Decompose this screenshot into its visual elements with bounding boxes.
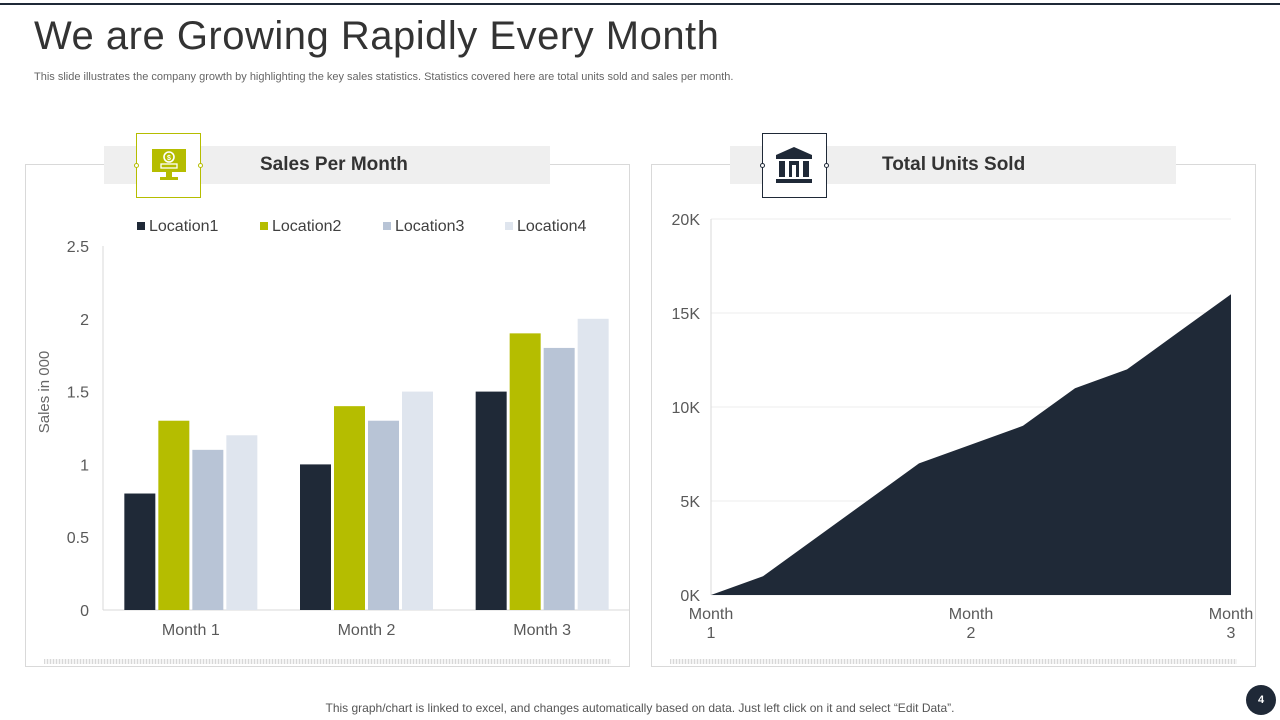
bar-location3-2	[368, 420, 399, 610]
bar-location2-3	[509, 333, 541, 610]
svg-text:$: $	[167, 155, 171, 162]
x-tick-label: Month 2	[338, 622, 396, 639]
y-tick-label: 2.5	[67, 239, 89, 256]
page-subtitle: This slide illustrates the company growt…	[34, 71, 734, 83]
bar-location1-2	[300, 464, 331, 610]
x-tick-label: Month 3	[1209, 606, 1253, 642]
y-tick-label: 15K	[672, 306, 701, 323]
top-rule	[0, 3, 1280, 5]
bar-location3-1	[192, 449, 224, 610]
y-tick-label: 20K	[672, 212, 701, 229]
page-number-badge: 4	[1246, 685, 1276, 715]
x-tick-label: Month 1	[689, 606, 733, 642]
page-title: We are Growing Rapidly Every Month	[34, 14, 720, 58]
units-icon-box	[760, 133, 829, 198]
connector-dot	[198, 163, 203, 168]
legend-label: Location4	[517, 218, 586, 235]
bar-location2-2	[334, 406, 365, 610]
legend-swatch	[137, 222, 145, 230]
legend-label: Location2	[272, 218, 341, 235]
area-series-units	[711, 294, 1231, 595]
legend-swatch	[260, 222, 268, 230]
footer-note: This graph/chart is linked to excel, and…	[325, 701, 955, 715]
legend-swatch	[505, 222, 513, 230]
bar-location4-1	[226, 435, 258, 610]
connector-dot	[824, 163, 829, 168]
legend-swatch	[383, 222, 391, 230]
bar-location4-2	[402, 391, 433, 610]
units-header-title: Total Units Sold	[882, 154, 1026, 175]
x-tick-label: Month 2	[949, 606, 993, 642]
legend-label: Location3	[395, 218, 464, 235]
sales-header-title: Sales Per Month	[260, 154, 408, 175]
y-tick-label: 0.5	[67, 530, 89, 547]
monitor-dollar-icon: $	[152, 149, 186, 180]
y-tick-label: 0K	[680, 588, 700, 605]
y-tick-label: 0	[80, 603, 89, 620]
y-tick-label: 1	[80, 457, 89, 474]
legend-label: Location1	[149, 218, 218, 235]
bar-location2-1	[158, 420, 190, 610]
connector-dot	[760, 163, 765, 168]
bank-building-icon	[776, 147, 812, 183]
bar-location1-3	[475, 391, 507, 610]
connector-dot	[134, 163, 139, 168]
panel-strip	[670, 659, 1237, 664]
y-tick-label: 10K	[672, 400, 701, 417]
bar-location3-3	[543, 347, 575, 610]
sales-bar-chart: Location1 Location2 Location3 Location4 0 0.…	[36, 218, 630, 639]
sales-icon-box: $	[134, 133, 203, 198]
x-tick-label: Month 3	[513, 622, 571, 639]
bar-location4-3	[577, 318, 609, 610]
x-tick-label: Month 1	[162, 622, 220, 639]
y-axis-label: Sales in 000	[36, 351, 53, 434]
panel-strip	[44, 659, 611, 664]
bar-location1-1	[124, 493, 156, 610]
y-tick-label: 1.5	[67, 385, 89, 402]
units-area-chart: 0K 5K 10K 15K 20K Month 1 Month 2 Month 3	[672, 212, 1254, 642]
y-tick-label: 2	[80, 312, 89, 329]
y-tick-label: 5K	[680, 494, 700, 511]
